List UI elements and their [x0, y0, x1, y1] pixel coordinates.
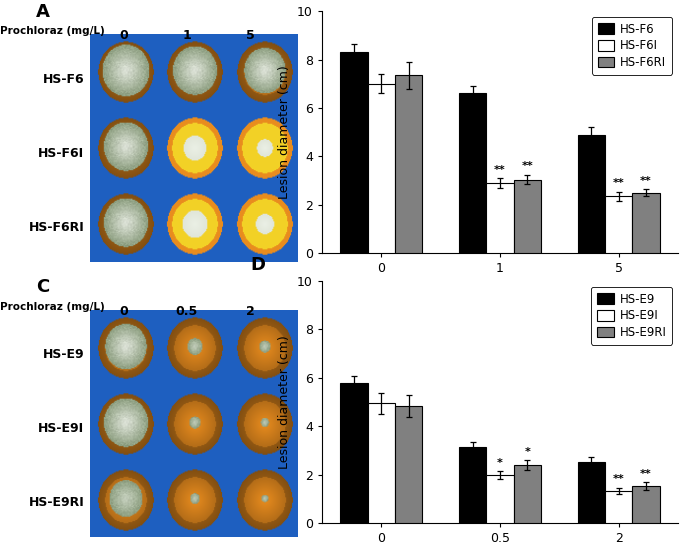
Text: HS-F6: HS-F6 [42, 73, 84, 86]
Text: *: * [525, 447, 530, 457]
Text: 2: 2 [246, 305, 255, 317]
Bar [395, 406, 422, 523]
Text: 0: 0 [119, 29, 128, 42]
Bar [578, 134, 605, 253]
Bar [514, 465, 541, 523]
Y-axis label: Lesion diameter (cm): Lesion diameter (cm) [279, 336, 292, 469]
Text: **: ** [640, 176, 652, 186]
Text: **: ** [613, 179, 625, 188]
Text: D: D [251, 256, 266, 274]
Text: HS-E9RI: HS-E9RI [29, 496, 84, 510]
Text: HS-F6I: HS-F6I [38, 147, 84, 160]
Y-axis label: Lesion diameter (cm): Lesion diameter (cm) [279, 66, 292, 199]
Text: 0.5: 0.5 [176, 305, 198, 317]
Text: **: ** [640, 468, 652, 479]
Bar [368, 403, 395, 523]
Text: HS-E9: HS-E9 [42, 348, 84, 361]
Legend: HS-F6, HS-F6I, HS-F6RI: HS-F6, HS-F6I, HS-F6RI [592, 17, 672, 75]
Text: A: A [36, 3, 50, 20]
Bar [459, 447, 486, 523]
Bar [632, 486, 660, 523]
Text: C: C [36, 278, 49, 296]
Text: B: B [251, 0, 264, 4]
Bar [632, 193, 660, 253]
Text: 5: 5 [246, 29, 255, 42]
Bar [486, 475, 514, 523]
Bar [514, 180, 541, 253]
Text: *: * [497, 458, 503, 468]
Bar [459, 94, 486, 253]
Bar [90, 310, 299, 537]
Bar [340, 383, 368, 523]
Text: **: ** [613, 474, 625, 484]
Bar [340, 52, 368, 253]
Bar [578, 462, 605, 523]
Text: 1: 1 [182, 29, 191, 42]
Bar [605, 197, 632, 253]
Legend: HS-E9, HS-E9I, HS-E9RI: HS-E9, HS-E9I, HS-E9RI [591, 287, 672, 345]
Text: HS-F6RI: HS-F6RI [29, 221, 84, 234]
Text: HS-E9I: HS-E9I [38, 423, 84, 435]
Text: **: ** [521, 161, 533, 171]
Bar [395, 75, 422, 253]
Text: Prochloraz (mg/L): Prochloraz (mg/L) [0, 26, 105, 36]
Text: Prochloraz (mg/L): Prochloraz (mg/L) [0, 302, 105, 312]
Bar [368, 84, 395, 253]
Bar [486, 183, 514, 253]
Text: 0: 0 [119, 305, 128, 317]
Bar [90, 34, 299, 262]
Text: **: ** [494, 165, 506, 175]
X-axis label: Prochloraz (mg· L⁻¹): Prochloraz (mg· L⁻¹) [437, 281, 563, 294]
Bar [605, 491, 632, 523]
